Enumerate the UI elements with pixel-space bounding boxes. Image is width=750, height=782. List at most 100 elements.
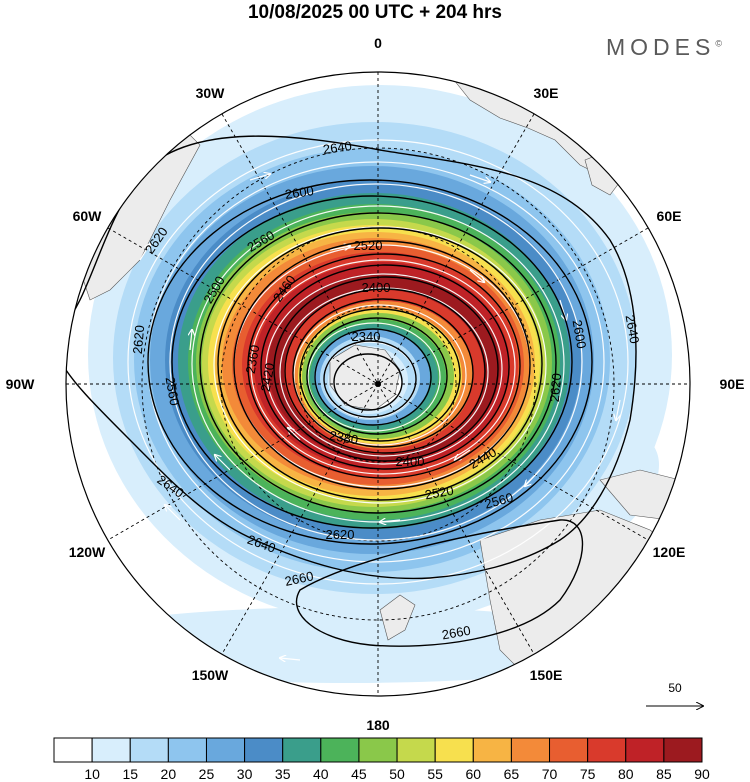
colorbar-swatch xyxy=(472,737,512,763)
antarctica xyxy=(329,344,401,411)
streamline xyxy=(191,205,565,523)
colorbar-label: 40 xyxy=(313,766,329,782)
brand-name: MODES xyxy=(606,34,716,60)
contour-2420 xyxy=(299,308,461,442)
contour-label: 2600 xyxy=(570,319,590,350)
wind-arrow xyxy=(288,428,301,441)
longitude-labels: 0 30E 60E 90E 120E 150E 180 150W 120W 90W 60W 30W xyxy=(6,35,745,733)
longitude-label: 90E xyxy=(720,376,745,392)
colorbar-swatch xyxy=(358,737,398,763)
contour-2520 xyxy=(247,253,521,479)
meridian-60e-120w xyxy=(107,227,649,541)
colorbar-label: 70 xyxy=(542,766,558,782)
colorbar-label: 30 xyxy=(237,766,253,782)
colorbar-swatch xyxy=(549,737,589,763)
colorbar-swatch xyxy=(244,737,284,763)
contour-label: 2640 xyxy=(322,138,353,157)
contour-label: 2340 xyxy=(352,329,381,344)
contour-2580 xyxy=(199,212,557,514)
contour-2620 xyxy=(147,179,593,545)
streamline xyxy=(127,139,629,585)
map-title: 10/08/2025 00 UTC + 204 hrs xyxy=(247,2,503,23)
colorbar-swatch xyxy=(396,737,436,763)
wind-arrow xyxy=(139,244,150,261)
contour-label: 2620 xyxy=(130,325,147,355)
longitude-label: 150E xyxy=(530,667,563,683)
streamline xyxy=(293,304,467,446)
colorbar-label: 60 xyxy=(466,766,482,782)
wind-arrow xyxy=(469,174,490,182)
contour-2560 xyxy=(217,227,543,501)
wind-arrow xyxy=(165,505,181,521)
colorbar-label: 85 xyxy=(656,766,672,782)
colorbar-label: 10 xyxy=(84,766,100,782)
meridian-30w-150e xyxy=(221,113,535,655)
wind-arrow xyxy=(249,174,270,181)
colorbar-label: 80 xyxy=(618,766,634,782)
colorbar-swatch xyxy=(663,737,703,763)
streamline xyxy=(307,322,441,432)
contour-2360 xyxy=(323,340,417,418)
contour-label: 2660 xyxy=(441,623,472,643)
wind-arrow xyxy=(280,658,301,660)
south-pole-marker xyxy=(375,381,381,387)
streamline xyxy=(250,259,516,475)
colorbar-swatch xyxy=(205,737,246,763)
reference-vector: 50 xyxy=(646,681,703,706)
wind-arrow xyxy=(469,269,484,282)
colorbar-label: 75 xyxy=(580,766,596,782)
streamline xyxy=(279,287,489,457)
contour-label: 2660 xyxy=(283,568,314,589)
longitude-label: 30W xyxy=(196,85,226,101)
colorbar-swatch xyxy=(510,737,551,763)
longitude-label: 30E xyxy=(534,85,559,101)
contour-label: 2640 xyxy=(623,314,643,345)
contour-label: 2360 xyxy=(243,344,263,375)
contour-2600 xyxy=(171,195,573,529)
wind-arrow xyxy=(190,330,192,351)
contour-2400 xyxy=(306,317,448,435)
contour-2540 xyxy=(233,240,531,490)
colorbar-swatch xyxy=(53,737,93,763)
colorbar-label: 55 xyxy=(427,766,443,782)
contour-label: 2600 xyxy=(284,183,315,202)
longitude-label: 0 xyxy=(374,35,382,51)
colorbar-swatch xyxy=(91,737,131,763)
wind-arrow xyxy=(215,455,231,471)
contour-2340 xyxy=(333,353,403,411)
reference-vector-label: 50 xyxy=(668,681,682,695)
colorbar-swatch xyxy=(282,737,322,763)
colorbar-label: 45 xyxy=(351,766,367,782)
contour-label: 2560 xyxy=(483,490,515,512)
contour-label: 2520 xyxy=(354,238,383,253)
colorbar-label: 90 xyxy=(694,766,710,782)
colorbar-swatch xyxy=(434,737,474,763)
colorbar-label: 15 xyxy=(122,766,138,782)
contour-2380 xyxy=(314,328,432,426)
brand-mark: © xyxy=(715,38,722,49)
streamline xyxy=(265,273,503,465)
contour-label: 2400 xyxy=(396,454,425,469)
colorbar-label: 50 xyxy=(389,766,405,782)
longitude-label: 120W xyxy=(69,544,106,560)
contour-2660 xyxy=(295,519,584,647)
contour-label: 2620 xyxy=(547,373,564,403)
contour-2460 xyxy=(284,288,486,454)
colorbar-swatch xyxy=(587,737,627,763)
height-contours xyxy=(66,135,637,647)
longitude-label: 150W xyxy=(192,667,229,683)
colorbar-label: 65 xyxy=(504,766,520,782)
colorbar-swatch xyxy=(167,737,207,763)
contour-2480 xyxy=(273,276,499,462)
colorbar-label: 20 xyxy=(161,766,177,782)
colorbar-label: 35 xyxy=(275,766,291,782)
wind-arrow xyxy=(380,520,401,522)
longitude-label: 60W xyxy=(73,208,103,224)
map-boundary xyxy=(65,71,691,697)
brand-logo: MODES© xyxy=(606,34,722,61)
contour-label: 2420 xyxy=(258,362,278,393)
contour-label: 2400 xyxy=(362,280,391,295)
contour-label: 2520 xyxy=(424,483,455,503)
